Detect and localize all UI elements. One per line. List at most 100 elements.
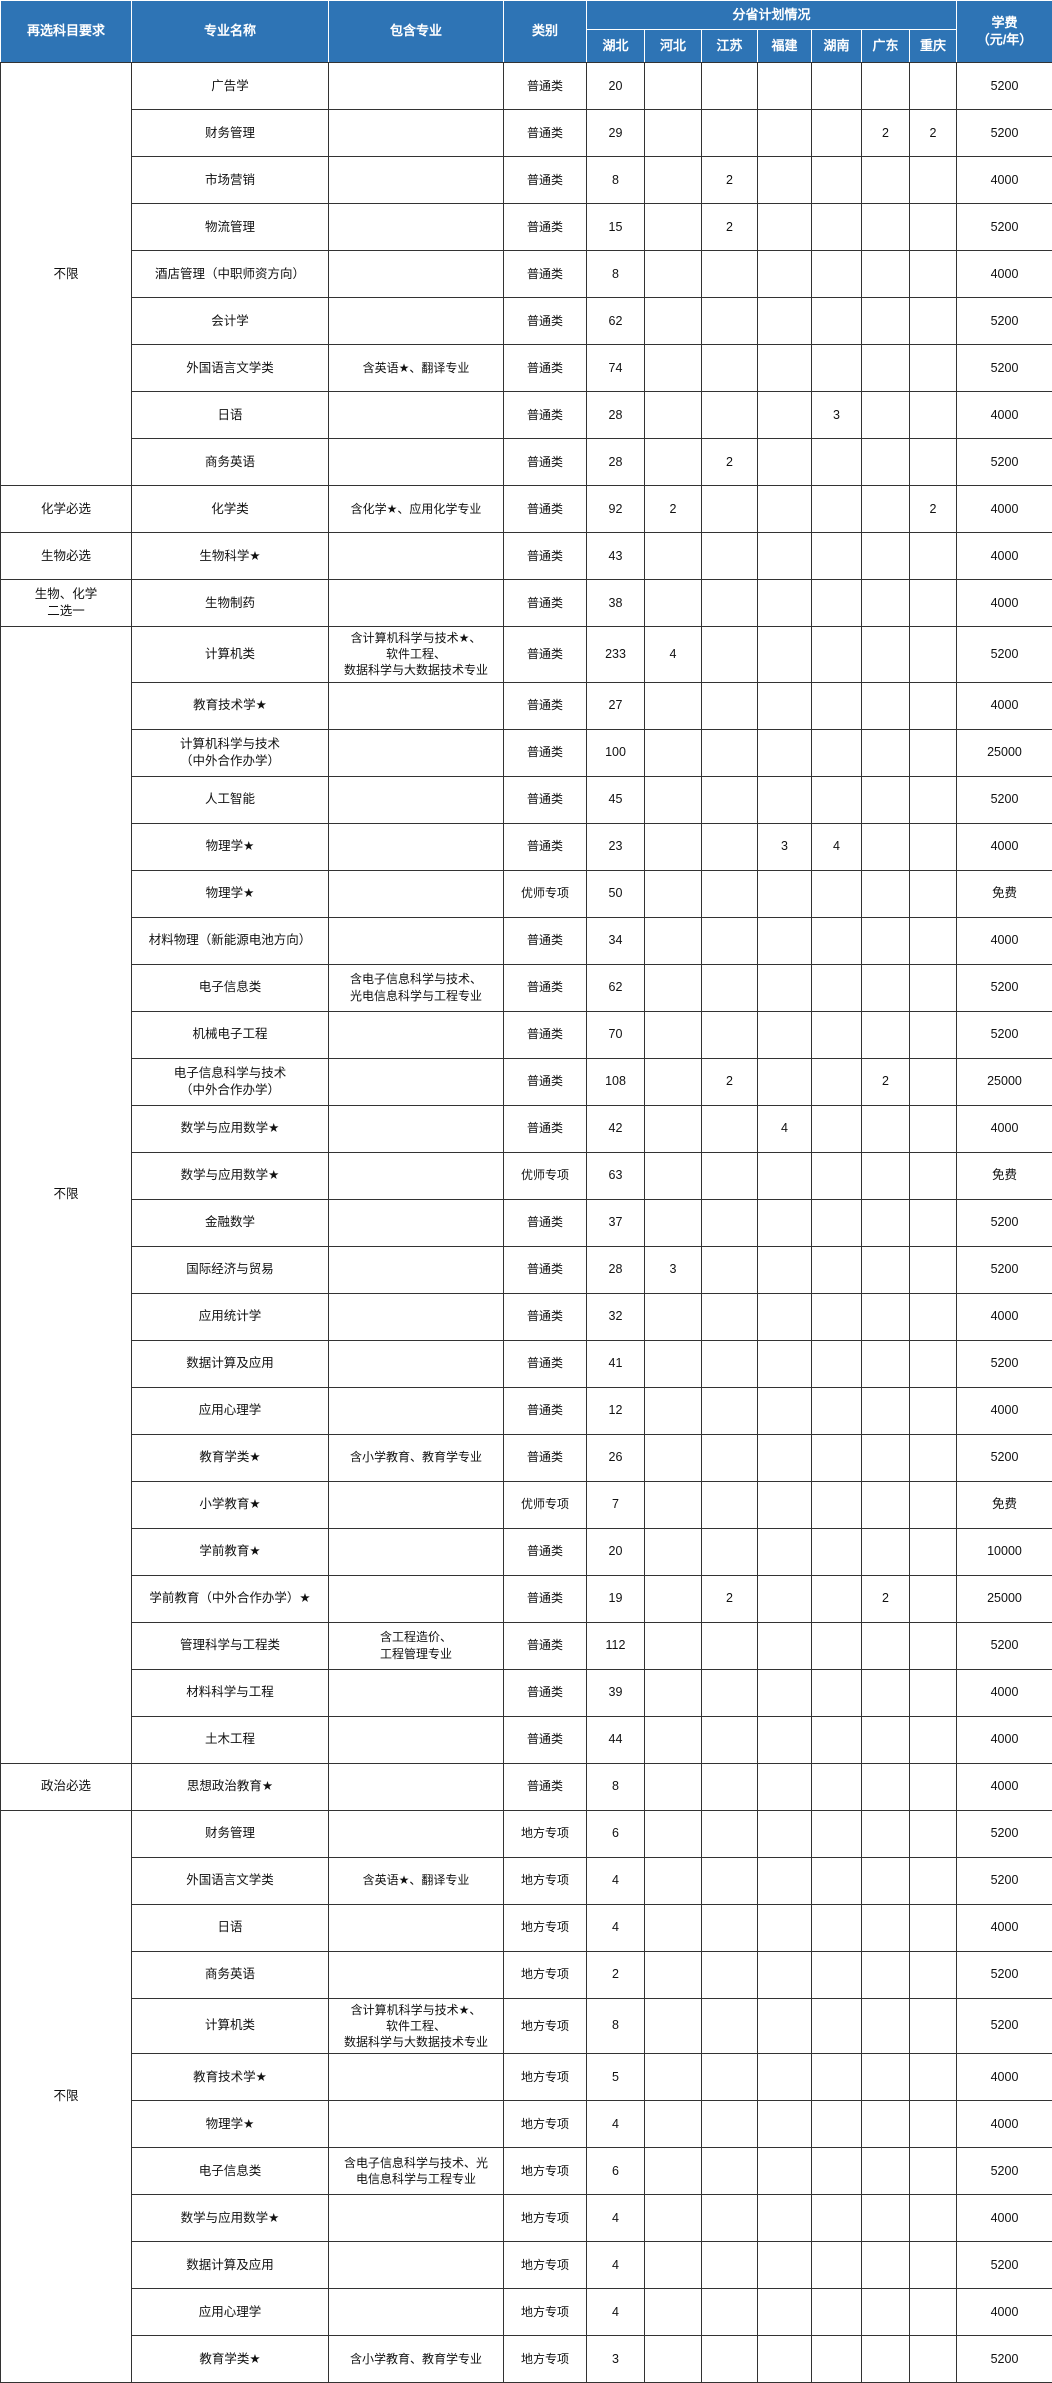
plan-count-cell xyxy=(862,1011,910,1058)
plan-count-cell xyxy=(758,1246,812,1293)
category-cell: 地方专项 xyxy=(504,2054,587,2101)
plan-count-cell xyxy=(862,1293,910,1340)
plan-count-cell xyxy=(910,392,957,439)
plan-count-cell xyxy=(812,1293,862,1340)
plan-count-cell xyxy=(758,2195,812,2242)
category-cell: 普通类 xyxy=(504,533,587,580)
major-cell: 学前教育（中外合作办学）★ xyxy=(132,1575,329,1622)
plan-count-cell xyxy=(758,917,812,964)
tuition-cell: 4000 xyxy=(957,823,1052,870)
included-majors-cell: 含小学教育、教育学专业 xyxy=(329,2336,504,2383)
plan-count-cell xyxy=(812,2054,862,2101)
plan-count-cell xyxy=(645,63,702,110)
plan-count-cell xyxy=(910,251,957,298)
plan-count-cell xyxy=(758,533,812,580)
header-province-fujian: 福建 xyxy=(758,30,812,63)
major-cell: 教育学类★ xyxy=(132,2336,329,2383)
major-cell: 数学与应用数学★ xyxy=(132,2195,329,2242)
plan-count-cell xyxy=(645,870,702,917)
included-majors-cell xyxy=(329,580,504,627)
tuition-cell: 4000 xyxy=(957,1669,1052,1716)
plan-count-cell xyxy=(645,1716,702,1763)
plan-count-cell: 28 xyxy=(587,392,645,439)
plan-count-cell xyxy=(645,439,702,486)
included-majors-cell xyxy=(329,1152,504,1199)
plan-count-cell xyxy=(910,1904,957,1951)
plan-count-cell xyxy=(702,1810,758,1857)
plan-count-cell xyxy=(812,1528,862,1575)
plan-count-cell xyxy=(812,776,862,823)
category-cell: 地方专项 xyxy=(504,2195,587,2242)
plan-count-cell xyxy=(645,2195,702,2242)
category-cell: 普通类 xyxy=(504,776,587,823)
category-cell: 优师专项 xyxy=(504,1481,587,1528)
plan-count-cell: 27 xyxy=(587,682,645,729)
plan-count-cell: 2 xyxy=(702,439,758,486)
plan-count-cell: 50 xyxy=(587,870,645,917)
category-cell: 普通类 xyxy=(504,917,587,964)
plan-count-cell xyxy=(702,1434,758,1481)
tuition-cell: 10000 xyxy=(957,1528,1052,1575)
tuition-cell: 5200 xyxy=(957,1622,1052,1669)
included-majors-cell xyxy=(329,1951,504,1998)
plan-count-cell xyxy=(758,1810,812,1857)
requirement-cell: 生物必选 xyxy=(1,533,132,580)
plan-count-cell xyxy=(862,1716,910,1763)
major-cell: 数学与应用数学★ xyxy=(132,1152,329,1199)
major-cell: 教育学类★ xyxy=(132,1434,329,1481)
plan-count-cell xyxy=(702,1528,758,1575)
included-majors-cell xyxy=(329,870,504,917)
plan-count-cell xyxy=(862,682,910,729)
major-cell: 外国语言文学类 xyxy=(132,1857,329,1904)
plan-count-cell xyxy=(645,204,702,251)
plan-count-cell xyxy=(910,776,957,823)
category-cell: 普通类 xyxy=(504,298,587,345)
plan-count-cell: 5 xyxy=(587,2054,645,2101)
plan-count-cell: 4 xyxy=(587,2242,645,2289)
plan-count-cell: 8 xyxy=(587,1998,645,2054)
plan-count-cell: 233 xyxy=(587,627,645,683)
plan-count-cell xyxy=(758,1857,812,1904)
plan-count-cell: 29 xyxy=(587,110,645,157)
tuition-cell: 4000 xyxy=(957,2101,1052,2148)
included-majors-cell: 含小学教育、教育学专业 xyxy=(329,1434,504,1481)
plan-count-cell xyxy=(758,1293,812,1340)
plan-count-cell xyxy=(812,2336,862,2383)
plan-count-cell xyxy=(702,823,758,870)
plan-count-cell xyxy=(862,1622,910,1669)
plan-count-cell xyxy=(812,1340,862,1387)
plan-count-cell xyxy=(910,298,957,345)
category-cell: 地方专项 xyxy=(504,1857,587,1904)
plan-count-cell: 4 xyxy=(587,2289,645,2336)
plan-count-cell: 43 xyxy=(587,533,645,580)
plan-count-cell xyxy=(812,870,862,917)
plan-count-cell xyxy=(910,2195,957,2242)
plan-count-cell xyxy=(862,1246,910,1293)
plan-count-cell xyxy=(862,1810,910,1857)
header-major-name: 专业名称 xyxy=(132,1,329,63)
category-cell: 普通类 xyxy=(504,1434,587,1481)
included-majors-cell xyxy=(329,439,504,486)
plan-count-cell xyxy=(758,486,812,533)
plan-count-cell xyxy=(702,1763,758,1810)
tuition-cell: 4000 xyxy=(957,917,1052,964)
plan-count-cell xyxy=(702,1387,758,1434)
tuition-cell: 5200 xyxy=(957,776,1052,823)
major-cell: 应用统计学 xyxy=(132,1293,329,1340)
plan-count-cell: 8 xyxy=(587,1763,645,1810)
header-province-chongqing: 重庆 xyxy=(910,30,957,63)
header-subject-requirement: 再选科目要求 xyxy=(1,1,132,63)
header-included-majors: 包含专业 xyxy=(329,1,504,63)
plan-count-cell xyxy=(758,776,812,823)
plan-count-cell xyxy=(910,1857,957,1904)
plan-count-cell: 26 xyxy=(587,1434,645,1481)
